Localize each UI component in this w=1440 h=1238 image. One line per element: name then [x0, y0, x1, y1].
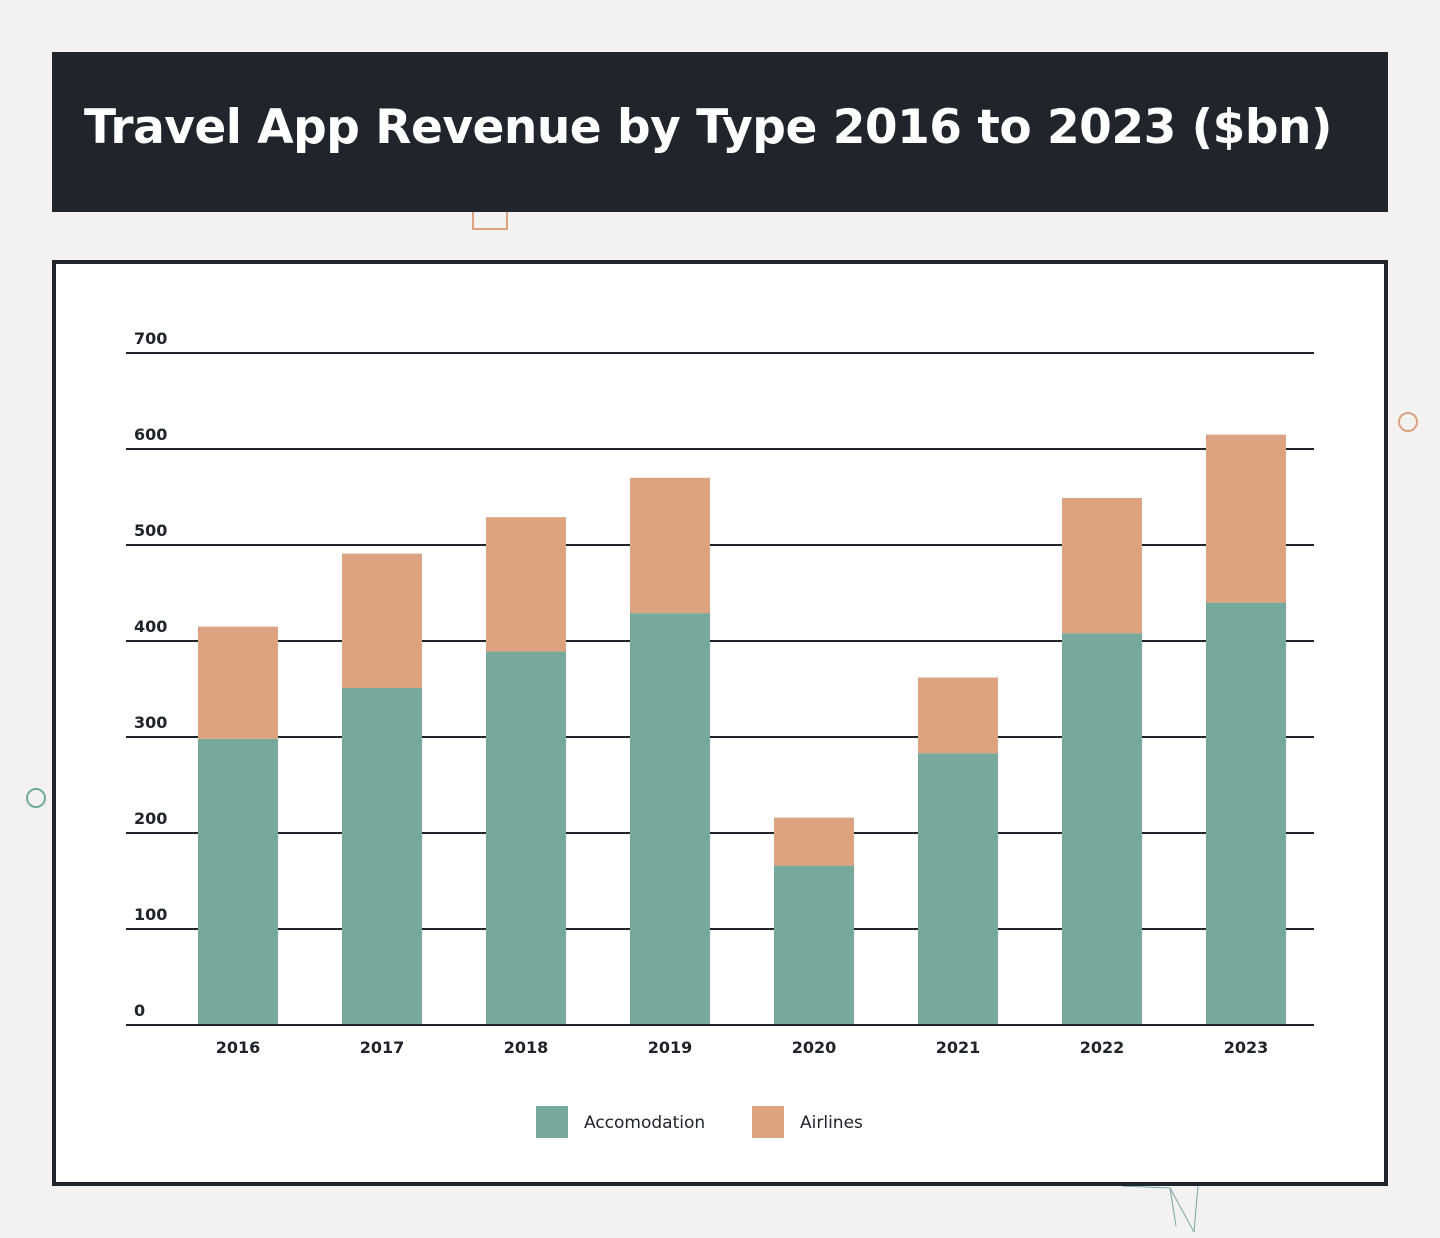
bar-accomodation-2022 — [1062, 633, 1142, 1025]
bar-airlines-2019 — [630, 477, 710, 614]
y-tick-label-700: 700 — [134, 329, 167, 348]
bar-airlines-2021 — [918, 677, 998, 754]
decorative-circle-orange — [1398, 412, 1418, 432]
stacked-bar-chart: 0 100 200 300 400 500 600 700 2016 2017 2018 2019 20… — [126, 329, 1314, 1138]
chart-header: Travel App Revenue by Type 2016 to 2023 … — [52, 52, 1388, 212]
bar-airlines-2018 — [486, 517, 566, 652]
decorative-square — [472, 212, 508, 230]
legend-label-accomodation: Accomodation — [584, 1113, 705, 1133]
x-tick-label-2020: 2020 — [792, 1038, 837, 1057]
bar-accomodation-2016 — [198, 738, 278, 1025]
bar-airlines-2023 — [1206, 434, 1286, 603]
legend-swatch-accomodation — [536, 1106, 568, 1138]
bar-accomodation-2017 — [342, 688, 422, 1025]
y-tick-label-200: 200 — [134, 809, 167, 828]
x-tick-label-2018: 2018 — [504, 1038, 549, 1057]
x-tick-label-2017: 2017 — [360, 1038, 405, 1057]
y-tick-label-600: 600 — [134, 425, 167, 444]
decorative-circle-green — [26, 788, 46, 808]
bar-airlines-2016 — [198, 626, 278, 739]
y-tick-label-100: 100 — [134, 905, 167, 924]
y-tick-label-500: 500 — [134, 521, 167, 540]
legend-swatch-airlines — [752, 1106, 784, 1138]
bar-airlines-2020 — [774, 817, 854, 866]
x-tick-label-2022: 2022 — [1080, 1038, 1125, 1057]
chart-title: Travel App Revenue by Type 2016 to 2023 … — [84, 100, 1332, 155]
decorative-lines — [1121, 1186, 1199, 1233]
bar-airlines-2022 — [1062, 497, 1142, 634]
x-tick-label-2023: 2023 — [1224, 1038, 1269, 1057]
bar-accomodation-2018 — [486, 651, 566, 1025]
x-tick-label-2016: 2016 — [216, 1038, 261, 1057]
bar-airlines-2017 — [342, 553, 422, 689]
bar-accomodation-2023 — [1206, 602, 1286, 1025]
x-tick-label-2019: 2019 — [648, 1038, 693, 1057]
chart-frame: 0 100 200 300 400 500 600 700 2016 2017 2018 2019 20… — [52, 260, 1388, 1186]
bar-accomodation-2021 — [918, 753, 998, 1025]
bar-accomodation-2020 — [774, 865, 854, 1025]
y-tick-label-300: 300 — [134, 713, 167, 732]
y-tick-label-400: 400 — [134, 617, 167, 636]
legend-label-airlines: Airlines — [800, 1113, 863, 1133]
x-tick-label-2021: 2021 — [936, 1038, 981, 1057]
y-tick-label-0: 0 — [134, 1001, 145, 1020]
bar-accomodation-2019 — [630, 613, 710, 1025]
